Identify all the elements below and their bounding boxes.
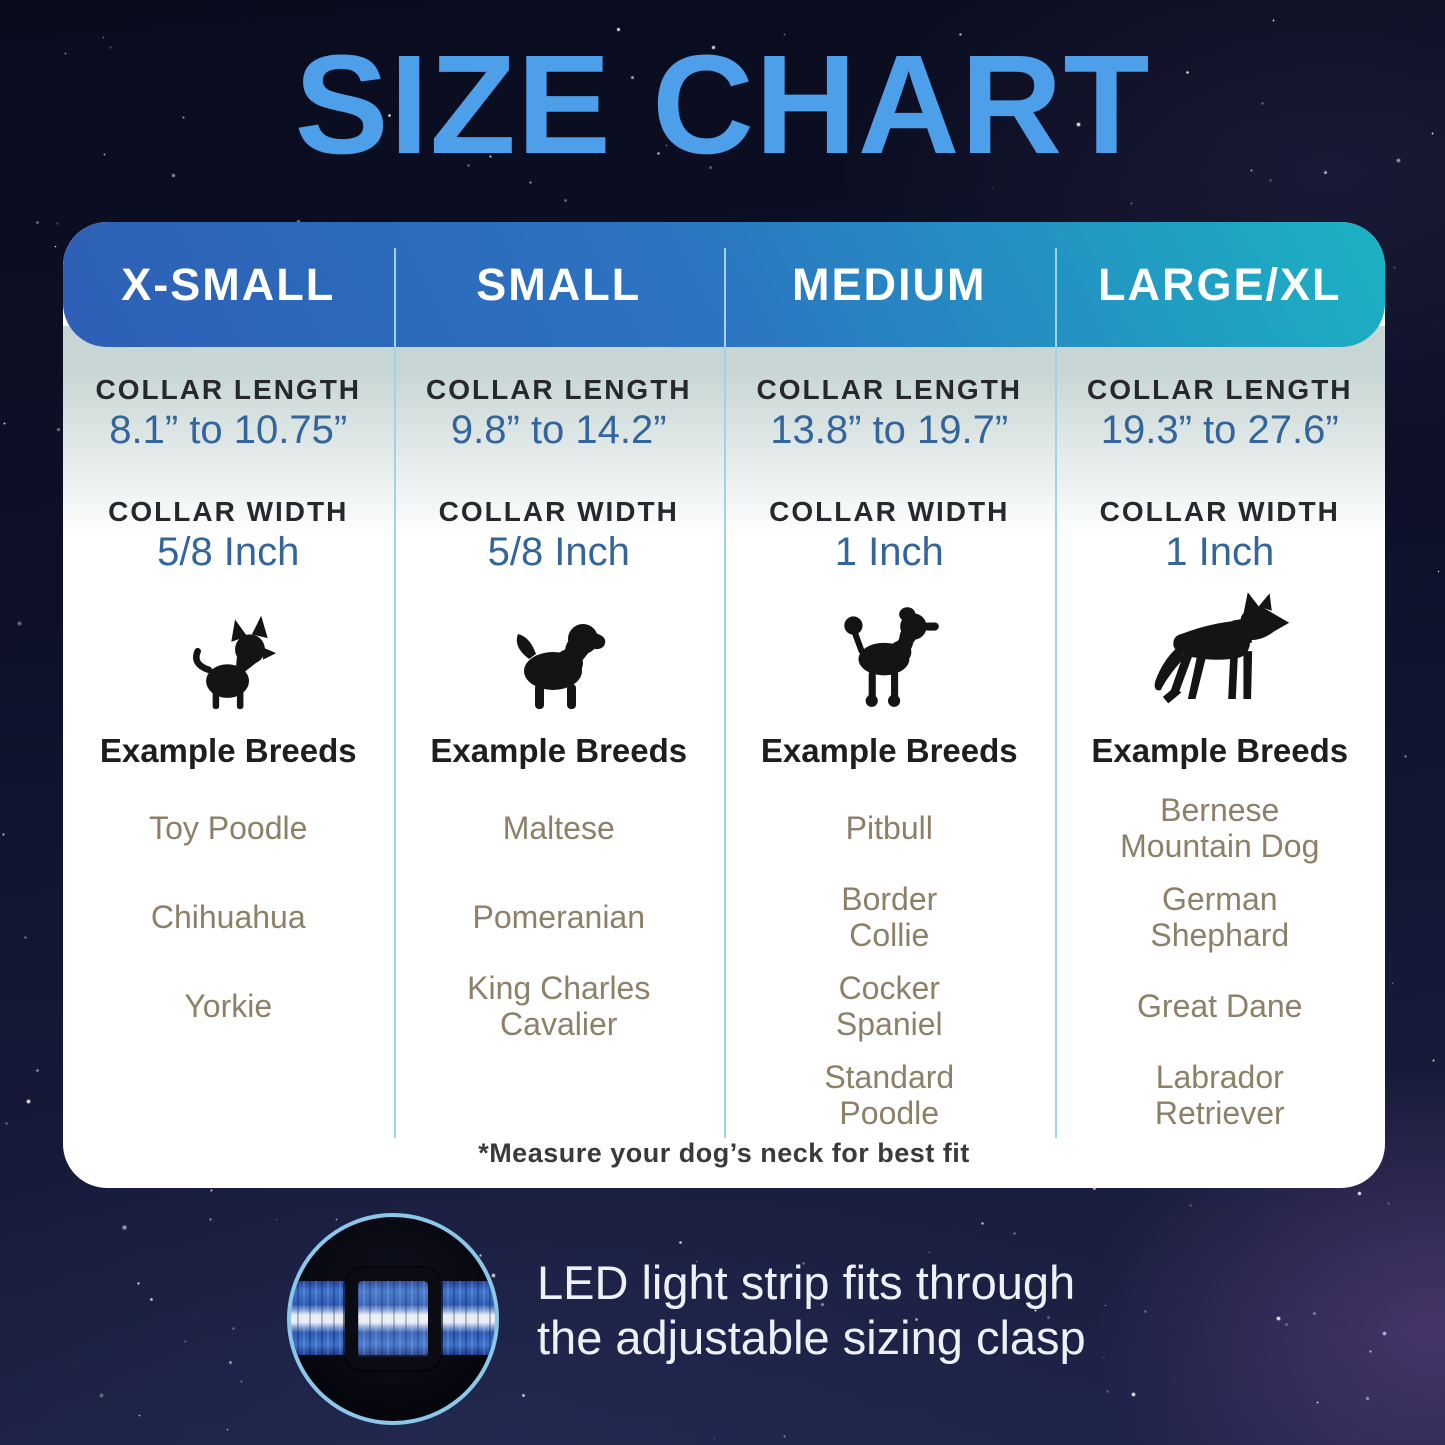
size-column-xsmall: COLLAR LENGTH 8.1” to 10.75” COLLAR WIDT… (63, 222, 394, 1188)
clasp-photo-circle (287, 1213, 499, 1425)
breed-item: Great Dane (1137, 987, 1303, 1024)
size-column-small: COLLAR LENGTH 9.8” to 14.2” COLLAR WIDTH… (394, 222, 725, 1188)
breed-item: Labrador Retriever (1154, 1059, 1285, 1131)
collar-width-label: COLLAR WIDTH (438, 496, 679, 527)
column-header-largexl: LARGE/XL (1097, 258, 1342, 310)
size-table-card: X-SMALL SMALL MEDIUM LARGE/XL COLLAR LEN… (63, 222, 1385, 1188)
example-breeds-heading: Example Breeds (760, 732, 1018, 769)
breed-item: Cocker Spaniel (835, 970, 943, 1042)
example-breeds-heading: Example Breeds (99, 732, 357, 769)
breed-list: Pitbull Border Collie Cocker Spaniel Sta… (724, 784, 1055, 1140)
column-divider (1054, 248, 1057, 1138)
size-column-medium: COLLAR LENGTH 13.8” to 19.7” COLLAR WIDT… (724, 222, 1055, 1188)
led-caption-line2: the adjustable sizing clasp (537, 1310, 1086, 1364)
sizing-clasp-image (345, 1268, 441, 1370)
breed-item: Pomeranian (472, 898, 646, 935)
breed-item: Toy Poodle (149, 809, 308, 846)
breed-list: Bernese Mountain Dog German Shephard Gre… (1055, 784, 1386, 1140)
collar-length-label: COLLAR LENGTH (756, 374, 1023, 405)
collar-length-label: COLLAR LENGTH (1086, 374, 1353, 405)
collar-length-label: COLLAR LENGTH (95, 374, 362, 405)
size-table-body: COLLAR LENGTH 8.1” to 10.75” COLLAR WIDT… (63, 222, 1385, 1188)
example-breeds-heading: Example Breeds (1091, 732, 1349, 769)
size-column-largexl: COLLAR LENGTH 19.3” to 27.6” COLLAR WIDT… (1055, 222, 1386, 1188)
breed-item: Yorkie (184, 987, 273, 1024)
breed-item: Chihuahua (150, 898, 306, 935)
collar-length-value: 19.3” to 27.6” (1100, 408, 1339, 452)
collar-length-label: COLLAR LENGTH (425, 374, 692, 405)
collar-width-label: COLLAR WIDTH (1099, 496, 1340, 527)
collar-length-value: 9.8” to 14.2” (450, 408, 667, 452)
led-caption: LED light strip fits through the adjusta… (537, 1256, 1086, 1366)
breed-item (63, 1051, 394, 1140)
column-divider (393, 248, 396, 1138)
breed-item: Bernese Mountain Dog (1120, 792, 1320, 864)
poodle-icon (844, 607, 940, 707)
starfield-bright (0, 0, 1, 1)
collar-width-label: COLLAR WIDTH (769, 496, 1010, 527)
breed-item: Border Collie (841, 881, 938, 953)
breed-item: King Charles Cavalier (467, 970, 651, 1042)
breed-item: Standard Poodle (824, 1059, 955, 1131)
breed-list: Toy Poodle Chihuahua Yorkie (63, 784, 394, 1140)
collar-width-value: 1 Inch (834, 530, 944, 574)
column-divider (724, 248, 726, 1138)
column-header-small: SMALL (476, 258, 642, 310)
column-header-medium: MEDIUM (792, 258, 987, 310)
measure-footnote: *Measure your dog’s neck for best fit (478, 1138, 970, 1168)
collar-width-value: 5/8 Inch (487, 530, 630, 574)
dog-icon-box (394, 582, 725, 710)
dog-icon-box (63, 582, 394, 710)
german-shepherd-icon (1154, 592, 1289, 704)
example-breeds-heading: Example Breeds (430, 732, 688, 769)
led-caption-line1: LED light strip fits through (537, 1256, 1076, 1309)
chihuahua-icon (192, 615, 276, 710)
page-title: SIZE CHART (294, 25, 1151, 183)
breed-item: Maltese (502, 809, 615, 846)
collar-strap-image (291, 1281, 495, 1355)
collar-length-value: 8.1” to 10.75” (109, 408, 348, 452)
breed-list: Maltese Pomeranian King Charles Cavalier (394, 784, 725, 1140)
breed-item (394, 1051, 725, 1140)
collar-length-value: 13.8” to 19.7” (770, 408, 1009, 452)
column-header-xsmall: X-SMALL (121, 258, 336, 310)
dog-icon-box (1055, 582, 1386, 710)
collar-width-label: COLLAR WIDTH (108, 496, 349, 527)
breed-item: Pitbull (845, 809, 933, 846)
collar-width-value: 5/8 Inch (157, 530, 300, 574)
collar-width-value: 1 Inch (1165, 530, 1275, 574)
breed-item: German Shephard (1150, 881, 1290, 953)
dog-icon-box (724, 582, 1055, 710)
cavalier-spaniel-icon (516, 624, 606, 709)
